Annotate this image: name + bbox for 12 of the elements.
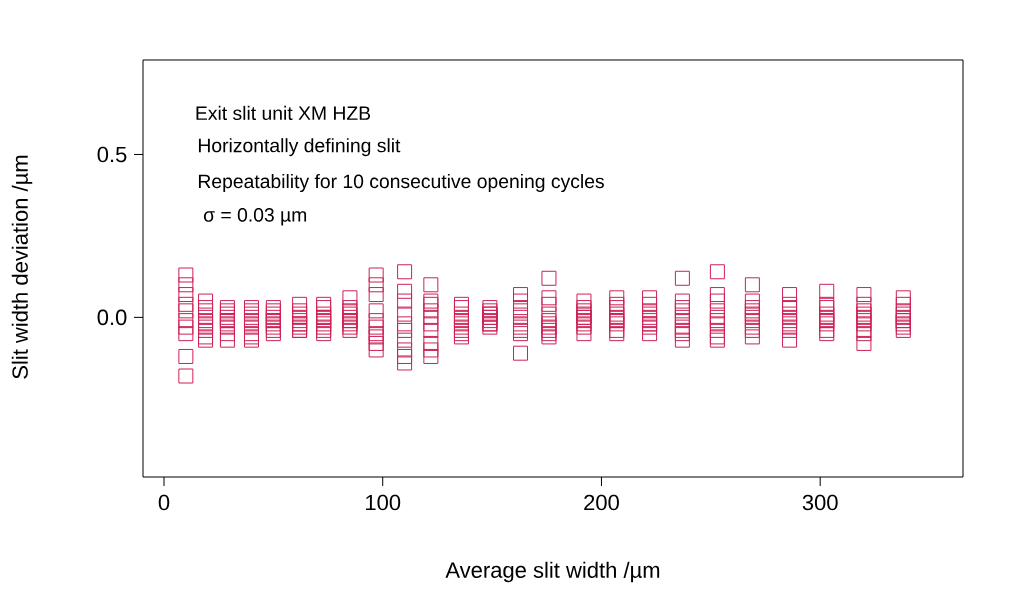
annotation: Horizontally defining slit (198, 138, 401, 157)
x-tick-label: 200 (584, 494, 619, 511)
x-axis-title: Average slit width /µm (445, 561, 660, 583)
y-tick-label: 0.5 (97, 146, 127, 163)
annotation: σ = 0.03 µm (203, 208, 307, 226)
x-tick-label: 300 (802, 494, 838, 511)
x-tick-label: 0 (158, 494, 170, 511)
x-tick-label: 100 (366, 494, 401, 511)
y-axis-title: Slit width deviation /µm (11, 155, 33, 379)
annotation: Repeatability for 10 consecutive opening cycles (198, 174, 604, 193)
annotation: Exit slit unit XM HZB (196, 105, 371, 121)
y-tick-label: 0.0 (97, 309, 127, 326)
